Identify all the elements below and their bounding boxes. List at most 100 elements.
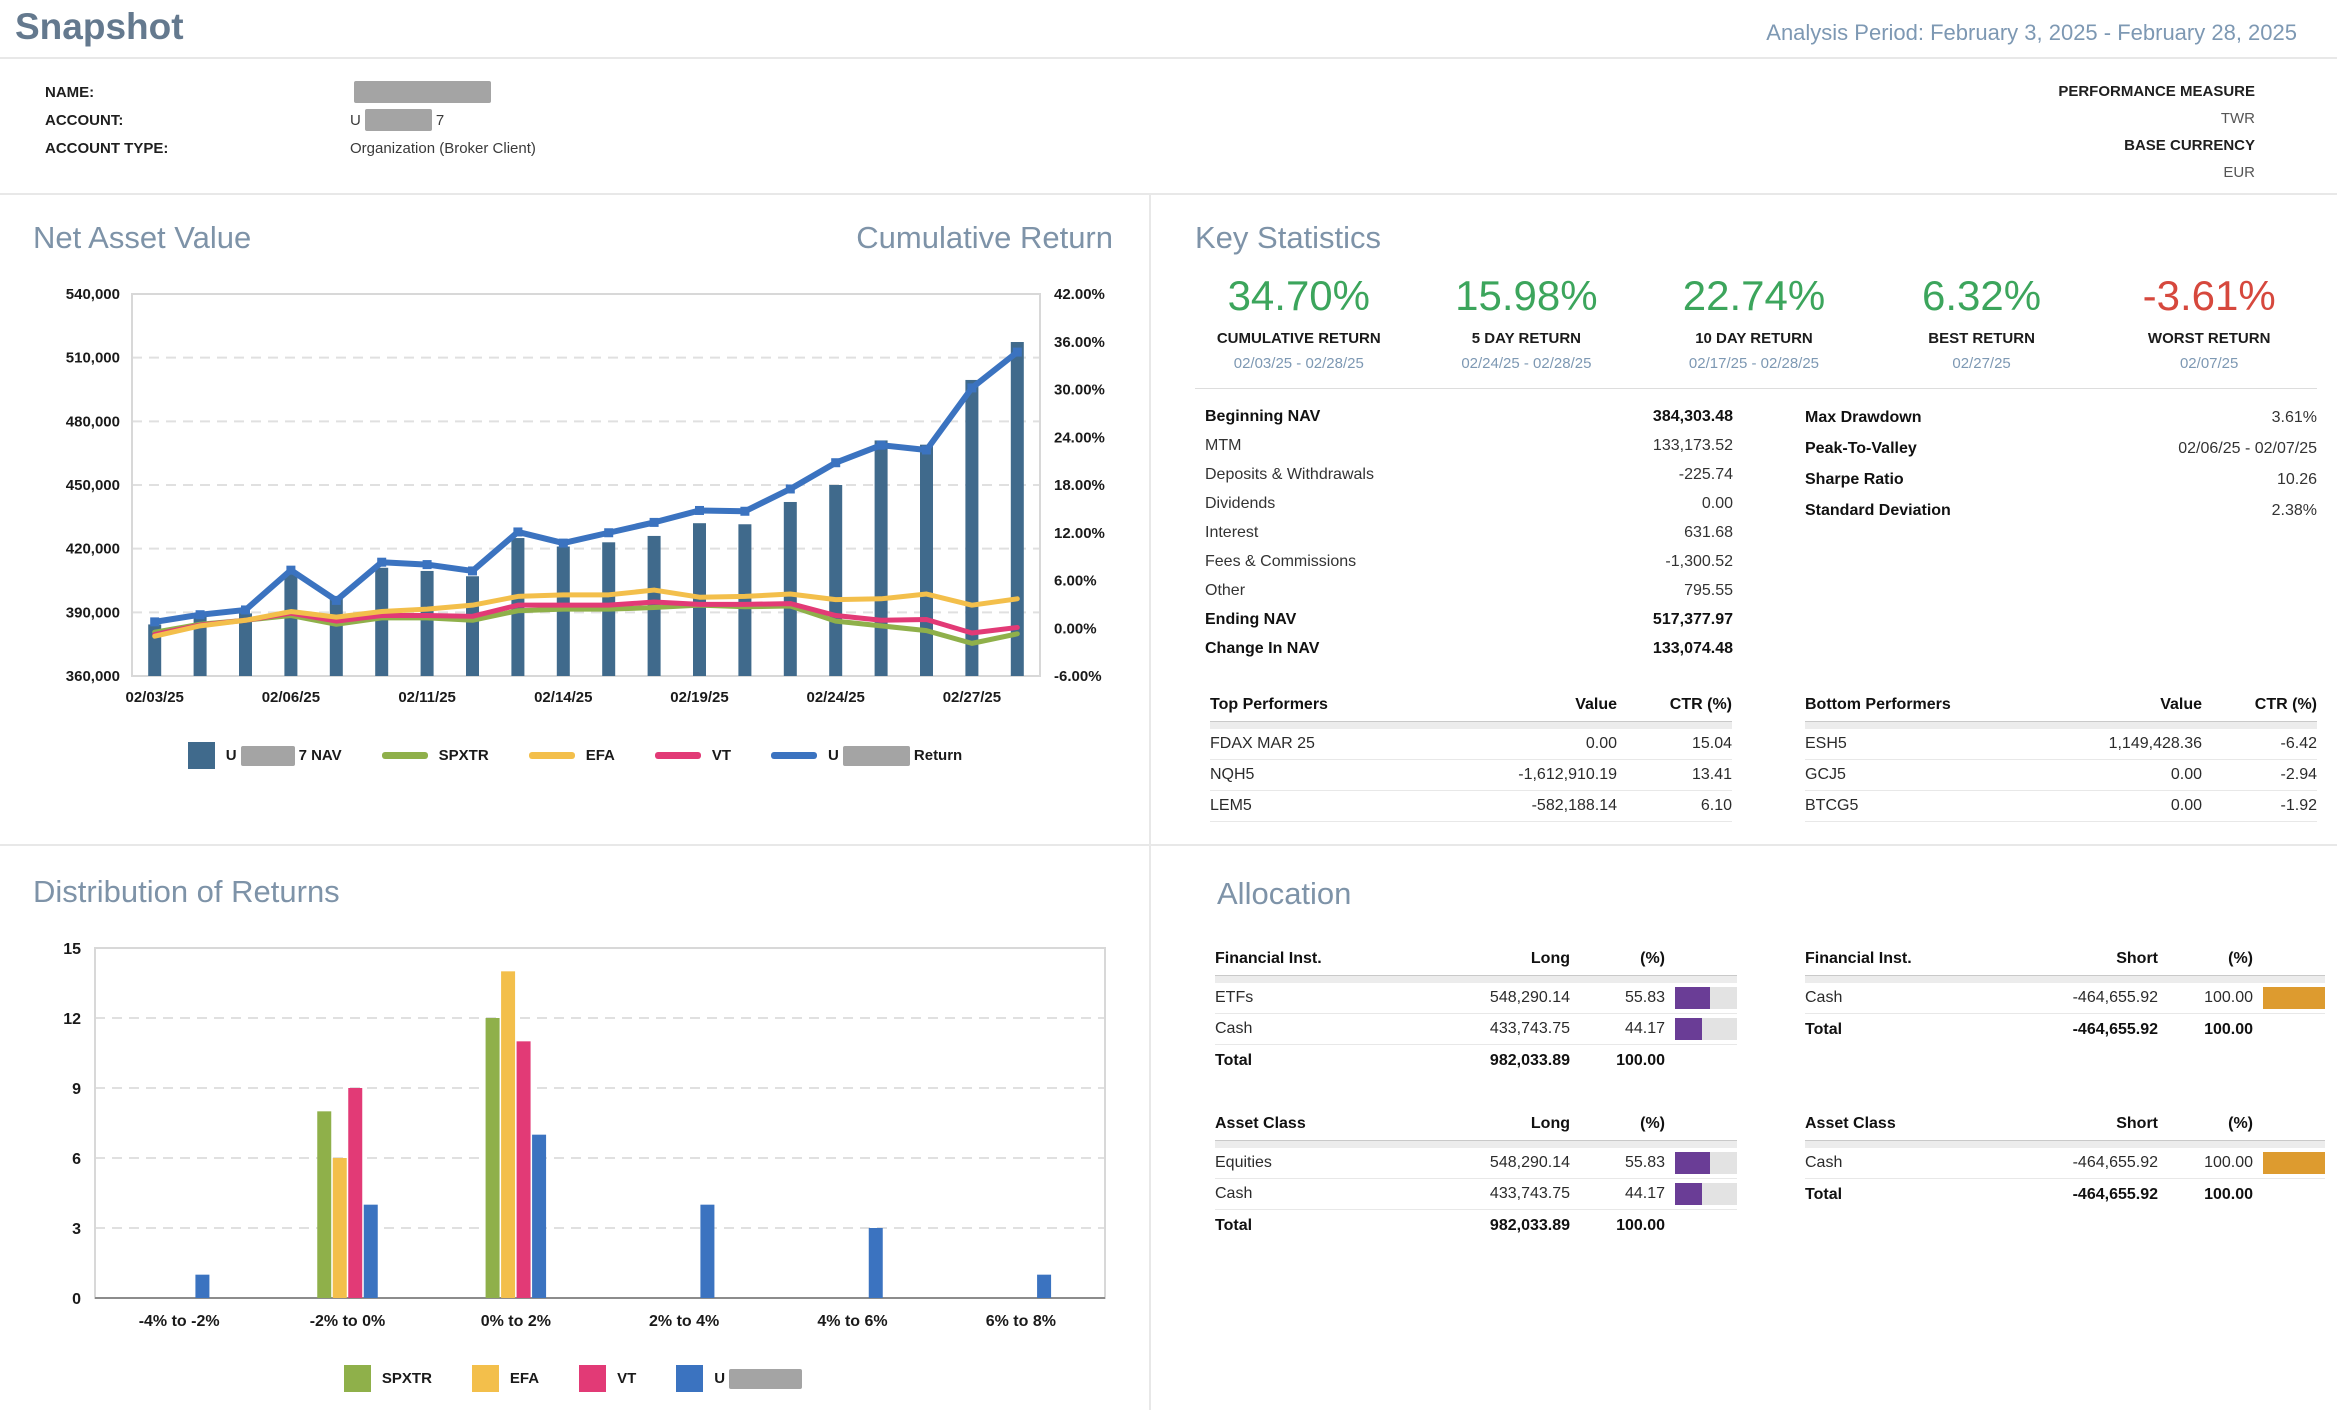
row-label: Ending NAV bbox=[1205, 610, 1297, 628]
row-value: -225.74 bbox=[1678, 465, 1733, 483]
column-header: Long bbox=[1530, 949, 1570, 967]
redacted-text bbox=[354, 81, 491, 103]
stat-period: 02/03/25 - 02/28/25 bbox=[1233, 355, 1364, 372]
instrument-value: 0.00 bbox=[1585, 735, 1617, 752]
instrument-value: -1,612,910.19 bbox=[1518, 766, 1617, 783]
svg-text:15: 15 bbox=[63, 941, 81, 958]
table-row: Equities 548,290.14 55.83 bbox=[1215, 1148, 1737, 1179]
account-info: NAME: ACCOUNT: U 7 ACCOUNT TYPE: Organization… bbox=[45, 78, 536, 162]
total-value: 982,033.89 bbox=[1489, 1051, 1570, 1069]
allocation-value: 548,290.14 bbox=[1489, 989, 1570, 1006]
percent-bar-track bbox=[1675, 1152, 1737, 1174]
instrument-ctr: -6.42 bbox=[2280, 735, 2317, 752]
svg-text:0.00%: 0.00% bbox=[1054, 620, 1097, 637]
stat-label: CUMULATIVE RETURN bbox=[1216, 330, 1381, 347]
total-value: -464,655.92 bbox=[2072, 1020, 2158, 1038]
key-statistics-summary: 34.70% CUMULATIVE RETURN 02/03/25 - 02/28/… bbox=[1185, 272, 2323, 372]
legend-item-account[interactable]: U bbox=[676, 1365, 806, 1392]
account-row: ACCOUNT TYPE: Organization (Broker Client… bbox=[45, 134, 536, 162]
table-row: MTM 133,173.52 bbox=[1205, 431, 1733, 460]
instrument-ctr: 13.41 bbox=[1691, 766, 1732, 783]
instrument-value: 0.00 bbox=[2170, 766, 2202, 783]
allocation-value: 548,290.14 bbox=[1489, 1154, 1570, 1171]
percent-bar-fill bbox=[2263, 987, 2325, 1009]
allocation-name: Cash bbox=[1215, 1185, 1253, 1202]
row-label: MTM bbox=[1205, 436, 1242, 454]
stat-label: WORST RETURN bbox=[2147, 330, 2271, 347]
svg-text:42.00%: 42.00% bbox=[1054, 286, 1105, 303]
allocation-asset-short-table: Asset Class Short (%) Cash -464,655.92 100.00… bbox=[1805, 1107, 2325, 1210]
legend-item-spxtr[interactable]: SPXTR bbox=[381, 747, 489, 764]
allocation-bar-cell bbox=[2253, 987, 2325, 1009]
table-row: Fees & Commissions -1,300.52 bbox=[1205, 547, 1733, 576]
cumulative-return-title: Cumulative Return bbox=[856, 220, 1113, 255]
svg-text:02/27/25: 02/27/25 bbox=[943, 689, 1001, 706]
legend-item-account[interactable]: U Return bbox=[771, 745, 962, 766]
instrument-value: 0.00 bbox=[2170, 797, 2202, 814]
header-divider bbox=[0, 57, 2337, 59]
distribution-title: Distribution of Returns bbox=[33, 874, 340, 909]
legend-item-vt[interactable]: VT bbox=[654, 747, 731, 764]
row-label: Peak-To-Valley bbox=[1805, 439, 1917, 457]
stat-period: 02/27/25 bbox=[1952, 355, 2011, 372]
svg-text:-4% to -2%: -4% to -2% bbox=[139, 1313, 220, 1330]
row-value: -1,300.52 bbox=[1665, 552, 1733, 570]
table-row: Max Drawdown 3.61% bbox=[1805, 402, 2317, 433]
row-value: 133,074.48 bbox=[1652, 639, 1733, 657]
row-value: 02/06/25 - 02/07/25 bbox=[2178, 439, 2317, 457]
account-meta-value: EUR bbox=[2223, 164, 2255, 181]
svg-text:-6.00%: -6.00% bbox=[1054, 668, 1102, 685]
table-row: ETFs 548,290.14 55.83 bbox=[1215, 983, 1737, 1014]
account-row: NAME: bbox=[45, 78, 536, 106]
header-stripe bbox=[1805, 1141, 2325, 1148]
analysis-period: Analysis Period: February 3, 2025 - Febr… bbox=[1766, 20, 2297, 45]
allocation-name: Cash bbox=[1805, 989, 1843, 1006]
total-label: Total bbox=[1215, 1051, 1253, 1069]
svg-text:0% to 2%: 0% to 2% bbox=[481, 1313, 551, 1330]
column-header: Financial Inst. bbox=[1215, 949, 1322, 967]
top-performers-table: Top Performers Value CTR (%) FDAX MAR 25 0.0… bbox=[1210, 688, 1732, 822]
nav-summary-table: Beginning NAV 384,303.48 MTM 133,173.52 Depo… bbox=[1205, 402, 1733, 663]
legend-item-spxtr[interactable]: SPXTR bbox=[343, 1365, 432, 1392]
allocation-title: Allocation bbox=[1217, 876, 1352, 911]
account-meta-label: PERFORMANCE MEASURE bbox=[2058, 83, 2255, 100]
legend-marker bbox=[528, 752, 575, 759]
allocation-bar-cell bbox=[1665, 987, 1737, 1009]
row-label: Change In NAV bbox=[1205, 639, 1320, 657]
svg-text:4% to 6%: 4% to 6% bbox=[817, 1313, 887, 1330]
legend-marker bbox=[471, 1365, 499, 1392]
section-divider bbox=[0, 193, 2337, 195]
legend-item-vt[interactable]: VT bbox=[579, 1365, 636, 1392]
row-value: 384,303.48 bbox=[1652, 407, 1733, 425]
percent-bar-track bbox=[2263, 1152, 2325, 1174]
stat-value: 6.32% bbox=[1922, 272, 2042, 319]
table-header: Asset Class Long (%) bbox=[1215, 1107, 1737, 1141]
key-statistics-title: Key Statistics bbox=[1195, 220, 1382, 255]
svg-text:02/11/25: 02/11/25 bbox=[398, 689, 456, 706]
page-title: Snapshot bbox=[15, 6, 184, 47]
account-row: ACCOUNT: U 7 bbox=[45, 106, 536, 134]
stat-card: 22.74% 10 DAY RETURN 02/17/25 - 02/28/25 bbox=[1640, 272, 1868, 372]
distribution-legend: SPXTR EFA VT U bbox=[0, 1365, 1150, 1392]
table-row: Ending NAV 517,377.97 bbox=[1205, 605, 1733, 634]
svg-text:9: 9 bbox=[72, 1081, 81, 1098]
column-header: Long bbox=[1530, 1114, 1570, 1132]
legend-item-efa[interactable]: EFA bbox=[471, 1365, 539, 1392]
account-row-value bbox=[350, 81, 495, 103]
svg-text:02/14/25: 02/14/25 bbox=[534, 689, 592, 706]
total-pct: 100.00 bbox=[1616, 1216, 1665, 1234]
stat-card: -3.61% WORST RETURN 02/07/25 bbox=[2095, 272, 2323, 372]
legend-item-efa[interactable]: EFA bbox=[528, 747, 615, 764]
row-label: Beginning NAV bbox=[1205, 407, 1321, 425]
column-header: Asset Class bbox=[1805, 1114, 1896, 1132]
account-meta-label: BASE CURRENCY bbox=[2124, 137, 2255, 154]
nav-cumulative-return-chart: 540,000 510,000 480,000 450,000 420,000 390,0… bbox=[20, 283, 1138, 716]
stat-value: 22.74% bbox=[1682, 272, 1826, 319]
column-header: Financial Inst. bbox=[1805, 949, 1912, 967]
instrument-ctr: 15.04 bbox=[1691, 735, 1732, 752]
total-label: Total bbox=[1215, 1216, 1253, 1234]
svg-text:30.00%: 30.00% bbox=[1054, 382, 1105, 399]
svg-text:360,000: 360,000 bbox=[66, 668, 120, 685]
